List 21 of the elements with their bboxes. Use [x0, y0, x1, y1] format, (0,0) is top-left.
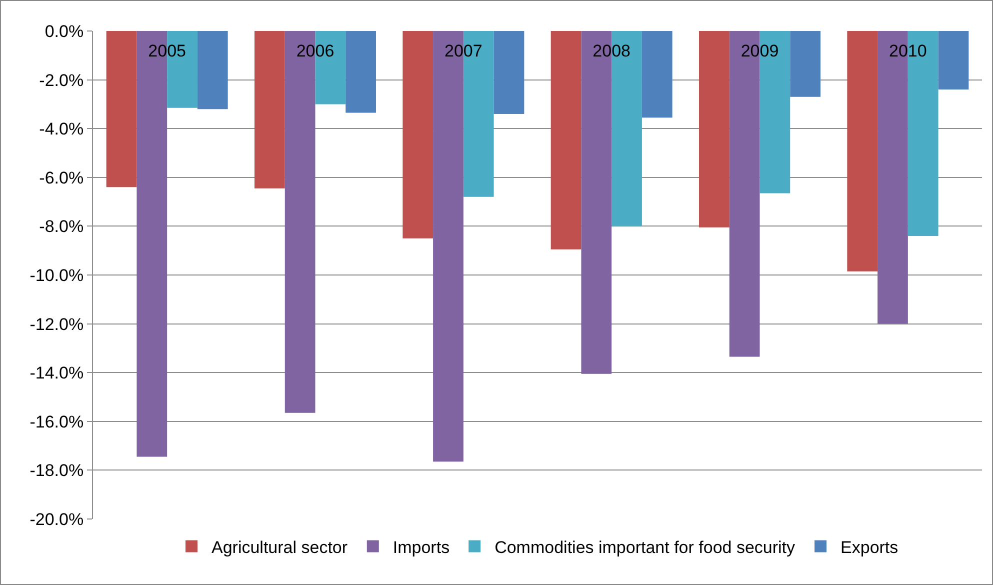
x-tick-label: 2010 — [889, 41, 927, 60]
x-tick-label: 2005 — [148, 41, 186, 60]
y-tick-label: -20.0% — [30, 510, 84, 529]
x-tick-label: 2008 — [592, 41, 630, 60]
y-tick-label: -6.0% — [39, 168, 84, 188]
y-tick-label: -8.0% — [39, 217, 84, 236]
legend-label: Exports — [840, 538, 898, 557]
legend-label: Commodities important for food security — [494, 538, 796, 557]
legend-label: Agricultural sector — [212, 538, 348, 557]
y-tick-label: -4.0% — [39, 120, 84, 139]
y-tick-label: -2.0% — [39, 70, 84, 90]
x-tick-label: 2006 — [296, 41, 334, 60]
y-tick-label: -14.0% — [30, 364, 84, 383]
y-tick-label: -10.0% — [30, 266, 84, 285]
y-tick-label: -12.0% — [30, 314, 84, 334]
y-tick-label: -16.0% — [30, 412, 84, 432]
x-tick-label: 2009 — [740, 41, 779, 60]
y-tick-label: 0.0% — [44, 22, 84, 41]
y-tick-label: -18.0% — [30, 461, 84, 480]
x-tick-label: 2007 — [444, 41, 482, 60]
legend-label: Imports — [392, 538, 450, 557]
